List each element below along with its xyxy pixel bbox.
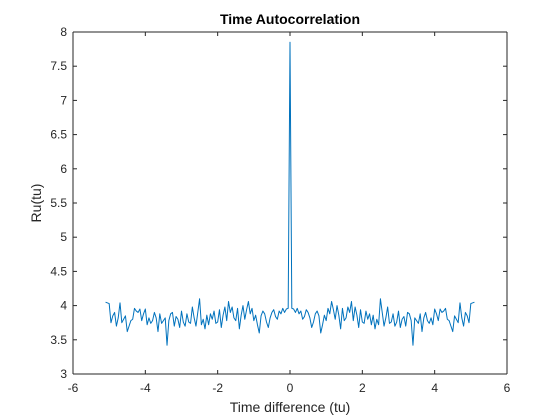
x-tick-label: -2 bbox=[212, 381, 223, 395]
y-tick-label: 6.5 bbox=[50, 128, 67, 142]
y-tick-label: 5.5 bbox=[50, 196, 67, 210]
x-tick-label: -6 bbox=[68, 381, 79, 395]
axis-ticks: -6 -4 -2 0 2 4 6 3 3.5 4 4.5 5 5.5 6 6.5 7 7.5 8 bbox=[50, 25, 510, 395]
y-tick-label: 3 bbox=[60, 367, 67, 381]
y-tick-label: 8 bbox=[60, 25, 67, 39]
x-tick-label: 0 bbox=[287, 381, 294, 395]
y-tick-label: 7 bbox=[60, 93, 67, 107]
y-tick-label: 7.5 bbox=[50, 59, 67, 73]
x-tick-label: 6 bbox=[504, 381, 511, 395]
data-series bbox=[105, 41, 475, 346]
y-tick-label: 4 bbox=[60, 299, 67, 313]
y-axis-label: Ru(tu) bbox=[28, 184, 44, 223]
chart-title: Time Autocorrelation bbox=[220, 11, 360, 27]
y-tick-label: 3.5 bbox=[50, 333, 67, 347]
axes-box bbox=[72, 31, 508, 375]
y-tick-label: 6 bbox=[60, 162, 67, 176]
y-tick-label: 5 bbox=[60, 230, 67, 244]
x-tick-label: 4 bbox=[431, 381, 438, 395]
x-tick-label: 2 bbox=[359, 381, 366, 395]
x-tick-label: -4 bbox=[140, 381, 151, 395]
y-tick-label: 4.5 bbox=[50, 264, 67, 278]
x-axis-label: Time difference (tu) bbox=[230, 399, 351, 415]
series-line-ru bbox=[105, 41, 475, 346]
